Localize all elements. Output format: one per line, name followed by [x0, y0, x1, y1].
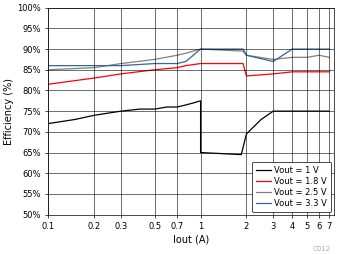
- Y-axis label: Efficiency (%): Efficiency (%): [4, 78, 14, 145]
- Text: C012: C012: [313, 246, 331, 252]
- X-axis label: Iout (A): Iout (A): [173, 234, 209, 244]
- Legend: Vout = 1 V, Vout = 1.8 V, Vout = 2.5 V, Vout = 3.3 V: Vout = 1 V, Vout = 1.8 V, Vout = 2.5 V, …: [252, 162, 331, 212]
